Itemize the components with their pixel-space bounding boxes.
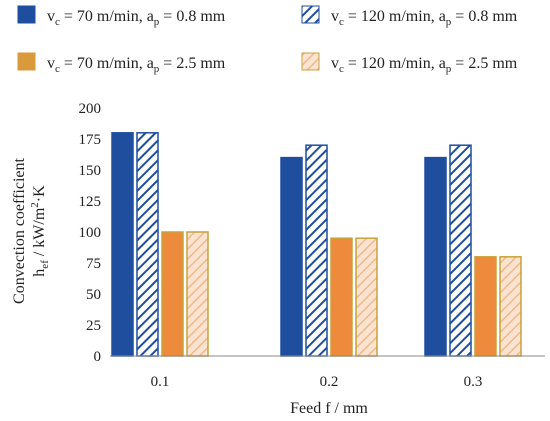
bar <box>280 156 303 357</box>
legend-item: vc = 120 m/min, ap = 0.8 mm <box>301 5 518 28</box>
y-tick-label: 175 <box>79 132 102 148</box>
legend-swatch <box>301 5 320 24</box>
bar <box>305 144 328 357</box>
y-axis-title: Convection coefficient hef / kW/m2·K <box>11 158 51 304</box>
bar <box>449 144 472 357</box>
x-axis-title: Feed f / mm <box>290 400 368 417</box>
bar <box>499 256 522 357</box>
y-tick-label: 0 <box>94 349 102 365</box>
legend-label: vc = 70 m/min, ap = 0.8 mm <box>47 8 226 28</box>
y-axis-ticks: 0 25 50 75 100 125 150 175 200 <box>79 101 102 365</box>
y-axis-title-line2: hef / kW/m2·K <box>29 185 51 277</box>
bar <box>424 156 447 357</box>
legend-label: vc = 120 m/min, ap = 0.8 mm <box>331 8 518 28</box>
x-axis-ticks: 0.1 0.2 0.3 <box>151 374 483 390</box>
x-tick-label: 0.1 <box>151 374 170 390</box>
x-tick-label: 0.2 <box>320 374 339 390</box>
bar <box>474 256 497 357</box>
y-tick-label: 100 <box>79 225 102 241</box>
bar <box>355 237 378 357</box>
legend-swatch <box>17 52 36 71</box>
bar <box>161 231 184 357</box>
bar <box>330 237 353 357</box>
legend-swatch <box>17 5 36 24</box>
legend-item: vc = 120 m/min, ap = 2.5 mm <box>301 52 518 75</box>
y-tick-label: 150 <box>79 163 102 179</box>
bar <box>111 132 134 357</box>
legend-label: vc = 70 m/min, ap = 2.5 mm <box>47 55 226 75</box>
y-tick-label: 75 <box>86 256 101 272</box>
legend-swatch <box>301 52 320 71</box>
bar <box>136 132 159 357</box>
legend-item: vc = 70 m/min, ap = 0.8 mm <box>17 5 226 28</box>
y-tick-label: 50 <box>86 287 101 303</box>
y-tick-label: 125 <box>79 194 102 210</box>
y-tick-label: 25 <box>86 318 101 334</box>
legend-label: vc = 120 m/min, ap = 2.5 mm <box>331 55 518 75</box>
legend-item: vc = 70 m/min, ap = 2.5 mm <box>17 52 226 75</box>
legend: vc = 70 m/min, ap = 0.8 mm vc = 120 m/min… <box>17 5 518 75</box>
y-tick-label: 200 <box>79 101 102 117</box>
bar <box>186 231 209 357</box>
x-tick-label: 0.3 <box>464 374 483 390</box>
bars <box>111 132 522 357</box>
y-axis-title-line1: Convection coefficient <box>11 158 28 304</box>
